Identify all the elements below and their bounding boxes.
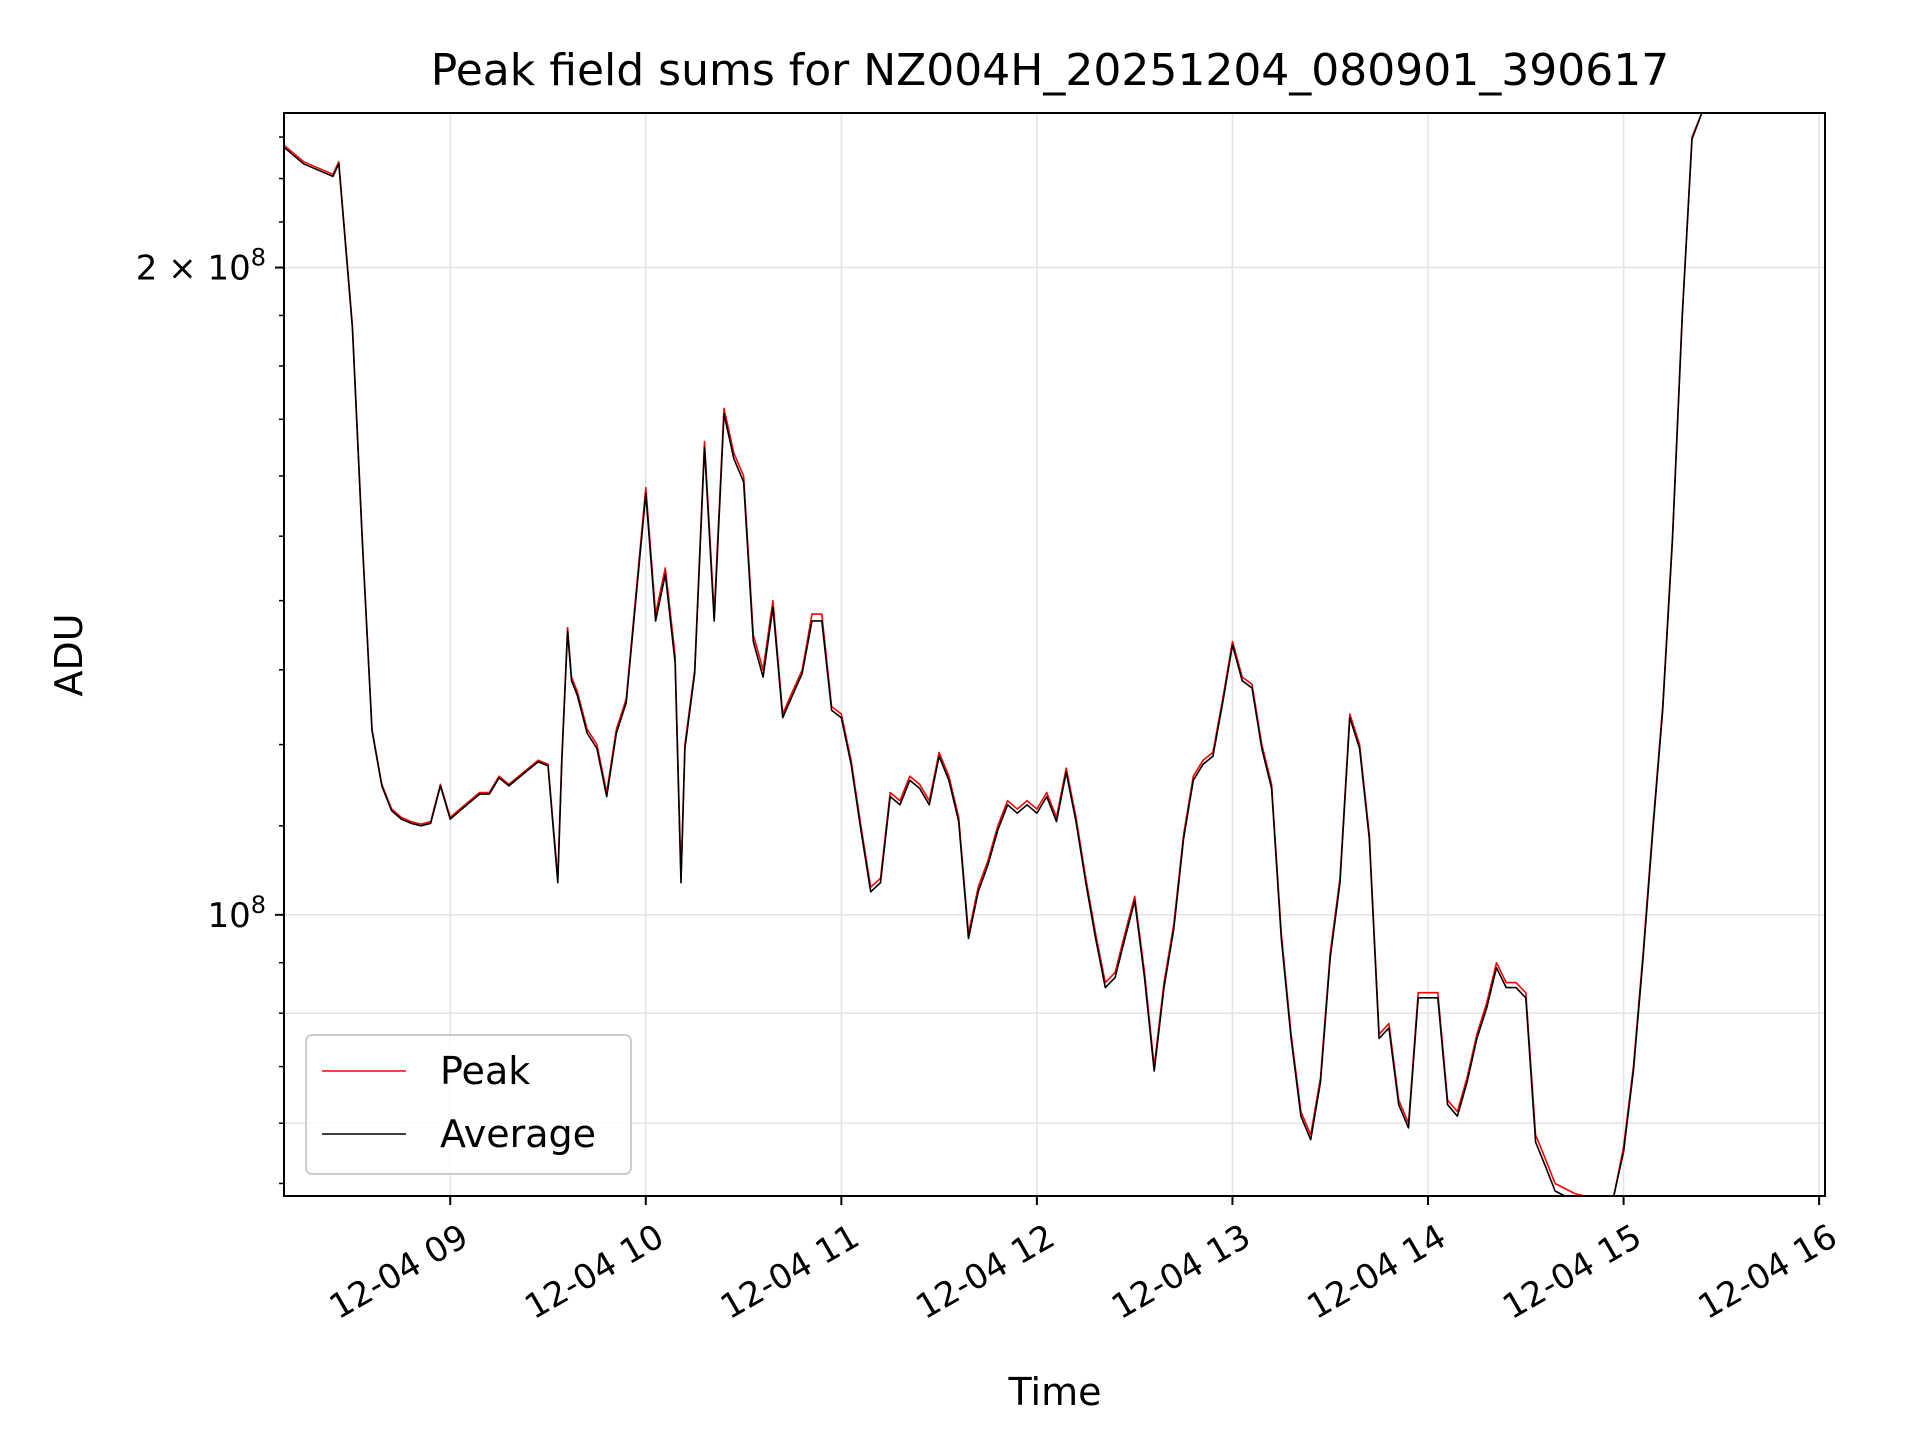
series-lines — [283, 112, 1703, 1197]
legend: Peak Average — [305, 1034, 632, 1175]
chart-title: Peak field sums for NZ004H_20251204_0809… — [431, 45, 1669, 96]
x-axis-label: Time — [1008, 1370, 1102, 1414]
legend-box — [305, 1034, 632, 1175]
series-line-peak — [283, 112, 1703, 1197]
gridlines — [284, 113, 1825, 1196]
plot-area — [283, 112, 1826, 1197]
legend-average-label: Average — [440, 1112, 596, 1156]
series-line-average — [283, 112, 1703, 1197]
legend-peak-label: Peak — [440, 1049, 530, 1093]
y-tick-label: 108 — [207, 891, 266, 936]
y-axis: 108 2 × 108 — [136, 136, 284, 1185]
plot-background — [284, 113, 1825, 1196]
y-axis-label: ADU — [47, 613, 91, 696]
y-tick-label: 2 × 108 — [136, 244, 266, 289]
plot-frame — [283, 112, 1826, 1197]
